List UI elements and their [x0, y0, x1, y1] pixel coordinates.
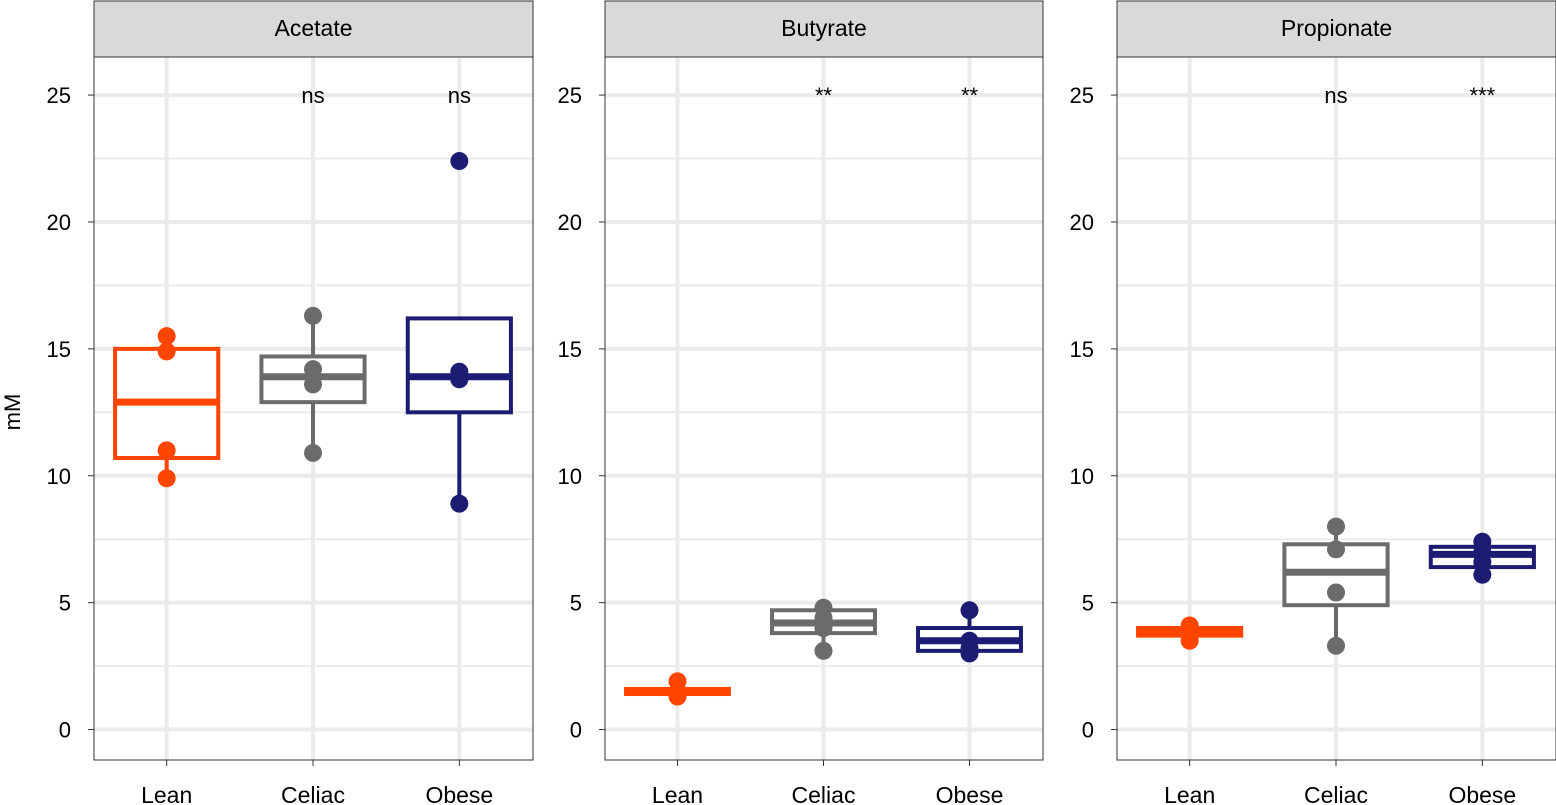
data-point — [1327, 517, 1345, 536]
data-point — [1180, 631, 1199, 650]
data-point — [1473, 565, 1492, 584]
y-tick-label: 25 — [47, 83, 71, 108]
box-lean — [1136, 616, 1244, 650]
y-tick-label: 10 — [47, 464, 71, 489]
box-lean — [113, 327, 221, 488]
data-point — [450, 494, 469, 513]
y-tick-label: 10 — [558, 464, 582, 489]
box-obese — [405, 152, 513, 513]
data-point — [450, 370, 469, 389]
data-point — [1327, 583, 1345, 602]
data-point — [668, 687, 687, 706]
x-tick-label: Celiac — [792, 782, 856, 805]
data-point — [1327, 540, 1345, 559]
significance-label: ** — [815, 83, 833, 108]
box-obese — [1428, 532, 1536, 584]
y-tick-label: 25 — [1070, 83, 1094, 108]
data-point — [960, 601, 979, 620]
significance-label: *** — [1469, 83, 1495, 108]
strip-background — [604, 0, 1044, 58]
strip-title: Butyrate — [781, 15, 867, 41]
y-tick-label: 5 — [570, 591, 582, 616]
strip-background — [93, 0, 534, 58]
data-point — [304, 306, 322, 325]
strip-title: Acetate — [275, 15, 353, 41]
significance-label: ** — [961, 83, 979, 108]
y-tick-label: 25 — [558, 83, 582, 108]
data-point — [814, 641, 833, 660]
strip-background — [1116, 0, 1556, 58]
data-point — [450, 152, 469, 171]
box-celiac — [259, 306, 367, 462]
box-obese — [916, 601, 1023, 663]
data-point — [304, 375, 322, 394]
y-tick-label: 15 — [1070, 337, 1094, 362]
significance-label: ns — [1324, 83, 1347, 108]
x-tick-label: Celiac — [281, 782, 345, 805]
data-point — [304, 360, 322, 379]
facet-panels: Acetate 0 5 10 15 20 25 Lean Celiac Obese ns ns Buty… — [47, 0, 1556, 805]
box-celiac — [1282, 517, 1390, 655]
y-tick-label: 20 — [558, 210, 582, 235]
facet-panel-butyrate: Butyrate 0 5 10 15 20 25 Lean Celiac Obese ** ** — [558, 0, 1044, 805]
x-tick-label: Lean — [1164, 782, 1215, 805]
box-celiac — [770, 598, 877, 660]
data-point — [1473, 553, 1492, 572]
strip-title: Propionate — [1281, 15, 1392, 41]
x-tick-label: Lean — [652, 782, 703, 805]
y-tick-label: 15 — [558, 337, 582, 362]
facet-panel-acetate: Acetate 0 5 10 15 20 25 Lean Celiac Obese ns ns — [47, 0, 534, 805]
y-tick-label: 10 — [1070, 464, 1094, 489]
significance-label: ns — [301, 83, 324, 108]
x-tick-label: Obese — [425, 782, 493, 805]
box-lean — [624, 672, 731, 706]
x-tick-label: Celiac — [1304, 782, 1368, 805]
x-tick-label: Obese — [936, 782, 1004, 805]
data-point — [157, 469, 176, 488]
y-tick-label: 0 — [1082, 718, 1094, 743]
data-point — [157, 327, 176, 346]
data-point — [1327, 636, 1345, 655]
significance-label: ns — [448, 83, 471, 108]
data-point — [814, 619, 833, 638]
data-point — [157, 342, 176, 361]
data-point — [157, 441, 176, 460]
y-tick-label: 5 — [1082, 591, 1094, 616]
y-tick-label: 15 — [47, 337, 71, 362]
y-tick-label: 0 — [570, 718, 582, 743]
y-tick-label: 0 — [59, 718, 71, 743]
y-tick-label: 20 — [1070, 210, 1094, 235]
data-point — [960, 644, 979, 663]
y-tick-label: 5 — [59, 591, 71, 616]
facet-panel-propionate: Propionate 0 5 10 15 20 25 Lean Celiac Obese ns *** — [1070, 0, 1556, 805]
data-point — [304, 443, 322, 462]
x-tick-label: Obese — [1448, 782, 1516, 805]
y-axis-label: mM — [0, 394, 25, 431]
y-tick-label: 20 — [47, 210, 71, 235]
x-tick-label: Lean — [141, 782, 192, 805]
